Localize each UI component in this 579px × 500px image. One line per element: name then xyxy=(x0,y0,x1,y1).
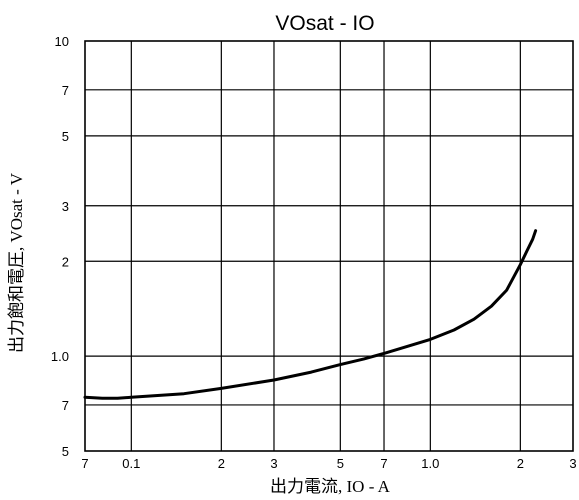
y-tick-label: 5 xyxy=(62,129,69,144)
grid-lines xyxy=(85,41,573,451)
x-axis-label: 出力電流, IO - A xyxy=(270,477,391,496)
x-tick-label: 2 xyxy=(517,456,524,471)
x-tick-label: 1.0 xyxy=(421,456,439,471)
x-tick-label: 5 xyxy=(337,456,344,471)
x-tick-label: 7 xyxy=(81,456,88,471)
y-tick-label: 5 xyxy=(62,444,69,459)
y-tick-label: 3 xyxy=(62,199,69,214)
x-tick-label: 2 xyxy=(218,456,225,471)
y-tick-label: 10 xyxy=(55,34,69,49)
series-line xyxy=(83,229,538,400)
chart-title: VOsat - IO xyxy=(275,12,374,35)
plot-frame xyxy=(84,40,574,452)
y-axis-label: 出力飽和電圧, VOsat - V xyxy=(7,172,26,353)
y-tick-label: 7 xyxy=(62,398,69,413)
x-tick-label: 7 xyxy=(380,456,387,471)
x-tick-label: 3 xyxy=(270,456,277,471)
x-tick-labels: 7 0.1 2 3 5 7 1.0 2 3 xyxy=(81,456,576,471)
y-tick-label: 1.0 xyxy=(51,349,69,364)
y-tick-labels: 5 7 1.0 2 3 5 7 10 xyxy=(51,34,69,459)
x-tick-label: 3 xyxy=(569,456,576,471)
y-tick-label: 2 xyxy=(62,254,69,269)
x-tick-label: 0.1 xyxy=(122,456,140,471)
y-tick-label: 7 xyxy=(62,83,69,98)
